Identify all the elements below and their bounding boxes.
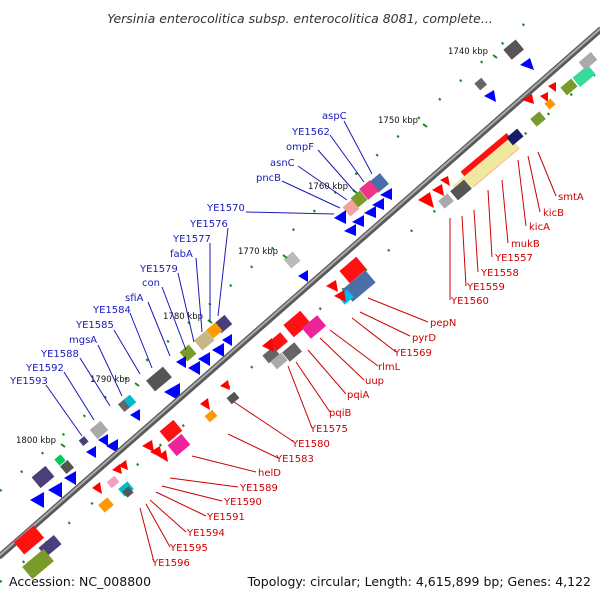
gene-label: YE1570 [206, 203, 245, 214]
gene-label: sfiA [125, 293, 144, 304]
gene-label-text-lower: smtA kicB kicA mukB YE1557 YE1558 YE1559… [151, 192, 584, 569]
gene-label: YE1576 [189, 219, 228, 230]
gene-label: YE1558 [480, 268, 519, 279]
gene-label: YE1580 [291, 439, 330, 450]
gene-label: YE1596 [151, 558, 190, 569]
gene-label: pepN [430, 318, 456, 329]
kbp-scale: 1740 kbp 1750 kbp 1760 kbp 1770 kbp 1780… [16, 47, 498, 448]
gene-label-text-upper: aspC YE1562 ompF asnC pncB YE1570 YE1576… [9, 111, 347, 387]
gene-label: fabA [170, 249, 193, 260]
gene-label: smtA [558, 192, 584, 203]
gene-labels-upper [45, 120, 373, 437]
gene-label: mukB [511, 239, 540, 250]
gene-label: YE1588 [40, 349, 79, 360]
gene-label: YE1589 [239, 483, 278, 494]
gene-label: YE1595 [169, 543, 208, 554]
gene-label: asnC [270, 158, 295, 169]
kbp-label: 1750 kbp [378, 116, 418, 126]
gene-label: YE1560 [450, 296, 489, 307]
gene-label: pqiA [347, 390, 369, 401]
gene-label: YE1569 [393, 348, 432, 359]
gene-label: YE1585 [75, 320, 114, 331]
gene-label: YE1559 [466, 282, 505, 293]
gene-label: pncB [256, 173, 281, 184]
gene-label: helD [258, 468, 281, 479]
gene-label: YE1562 [291, 127, 330, 138]
gene-label: YE1592 [25, 363, 64, 374]
gene-label: ompF [286, 142, 314, 153]
gene-label: YE1590 [223, 497, 262, 508]
kbp-label: 1740 kbp [448, 47, 488, 57]
gene-label: YE1579 [139, 264, 178, 275]
accession-label: Accession: NC_008800 [9, 574, 151, 589]
kbp-label: 1800 kbp [16, 436, 56, 446]
topology-summary: Topology: circular; Length: 4,615,899 bp… [247, 574, 591, 589]
features-upper [30, 39, 534, 508]
gene-label: YE1557 [494, 253, 533, 264]
gene-label: YE1591 [206, 512, 245, 523]
features-lower [13, 52, 598, 580]
gene-label: pyrD [412, 333, 436, 344]
gene-label: YE1577 [172, 234, 211, 245]
gene-label: YE1594 [186, 528, 225, 539]
gene-label: mgsA [69, 335, 97, 346]
gene-label: YE1593 [9, 376, 48, 387]
gene-label: pqiB [329, 408, 351, 419]
map-title: Yersinia enterocolitica subsp. enterocol… [107, 11, 493, 26]
gene-label: YE1575 [309, 424, 348, 435]
kbp-label: 1770 kbp [238, 247, 278, 257]
genome-backbone [0, 27, 600, 559]
gene-label: kicB [543, 208, 564, 219]
gene-label: YE1583 [275, 454, 314, 465]
gene-label: YE1584 [92, 305, 131, 316]
gene-labels-lower [139, 151, 557, 563]
gene-label: con [142, 278, 160, 289]
gene-label: uup [365, 376, 384, 387]
gene-label: aspC [322, 111, 347, 122]
gene-label: kicA [529, 222, 550, 233]
gene-label: rlmL [378, 362, 401, 373]
kbp-label: 1790 kbp [90, 375, 130, 385]
kbp-label: 1780 kbp [163, 312, 203, 322]
